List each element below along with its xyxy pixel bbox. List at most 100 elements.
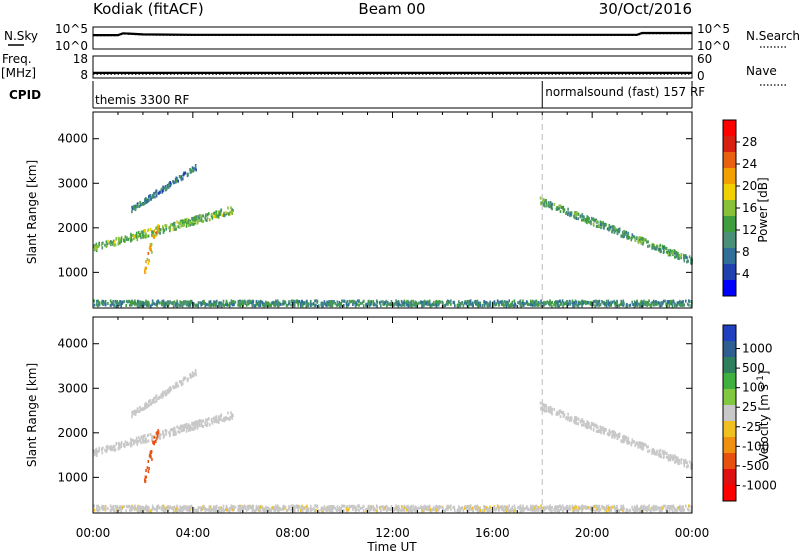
echo-cell [494,303,496,307]
echo-cell [486,301,488,305]
echo-cell [420,505,422,509]
echo-cell [674,249,676,253]
echo-cell [407,301,410,304]
echo-cell [602,426,604,429]
echo-cell [679,303,681,307]
echo-cell [421,509,423,513]
echo-cell [191,427,193,431]
echo-cell [229,415,231,419]
echo-cell [152,192,155,196]
echo-cell [614,226,616,230]
echo-cell [618,230,620,234]
echo-cell [272,506,274,510]
echo-cell [544,302,547,306]
echo-cell [110,301,113,304]
echo-cell [556,300,558,304]
echo-cell [162,304,165,308]
echo-cell [115,506,117,510]
echo-cell [297,302,299,306]
echo-cell [545,198,547,202]
echo-cell [237,508,239,512]
echo-cell [337,303,339,307]
echo-cell [671,302,673,306]
echo-cell [100,448,103,452]
echo-cell [566,505,569,509]
echo-cell [525,300,528,304]
echo-cell [505,509,508,513]
echo-cell [566,300,569,304]
echo-cell [429,303,431,307]
echo-cell [298,300,300,303]
echo-cell [658,247,661,251]
echo-cell [548,301,550,305]
echo-cell [233,303,235,307]
echo-cell [162,230,165,234]
echo-cell [609,507,611,510]
echo-cell [144,439,146,443]
echo-cell [467,303,470,306]
time-tick-label: 00:00 [675,526,710,540]
echo-cell [625,435,628,439]
echo-cell [133,505,136,509]
echo-cell [328,508,331,512]
echo-cell [563,302,565,306]
echo-cell [189,424,192,428]
echo-cell [685,504,687,508]
echo-cell [156,300,158,304]
echo-cell [674,507,676,511]
echo-cell [571,301,574,305]
echo-cell [422,509,425,513]
echo-cell [248,507,250,511]
echo-cell [367,504,370,508]
echo-cell [581,509,583,513]
echo-cell [108,241,111,245]
echo-cell [328,303,331,307]
echo-cell [153,507,156,511]
echo-cell [608,508,610,512]
echo-cell [410,299,413,303]
echo-cell [178,221,180,225]
echo-cell [556,505,558,509]
echo-cell [109,504,112,508]
echo-cell [669,253,671,257]
echo-cell [176,299,178,303]
echo-cell [523,302,525,306]
echo-cell [501,302,503,306]
echo-cell [183,221,185,225]
echo-cell [316,299,318,303]
echo-cell [136,409,139,413]
echo-cell [658,450,660,454]
echo-cell [469,299,471,303]
echo-cell [116,504,118,508]
echo-cell [400,304,403,307]
echo-cell [521,303,523,307]
echo-cell [608,223,611,227]
echo-cell [301,508,303,511]
echo-cell [513,509,515,513]
echo-cell [257,300,260,304]
echo-cell [678,462,680,466]
freq-tick-high: 18 [73,52,88,66]
echo-cell [513,304,515,308]
echo-cell [640,236,643,240]
echo-cell [479,506,481,510]
echo-cell [639,441,641,445]
echo-cell [114,299,116,303]
echo-cell [252,300,255,304]
echo-cell [176,304,179,308]
echo-cell [109,240,112,243]
echo-cell [523,508,525,512]
echo-cell [101,302,104,306]
echo-cell [169,432,171,436]
echo-cell [688,255,691,259]
echo-cell [165,429,168,433]
freq-tick-low: 8 [80,68,88,82]
echo-cell [128,508,131,512]
echo-cell [412,299,414,303]
echo-cell [104,243,106,247]
echo-cell [637,507,640,511]
echo-cell [485,506,487,509]
echo-cell [180,429,183,433]
colorbar-tick-label: 4 [742,267,750,281]
echo-cell [334,506,336,510]
